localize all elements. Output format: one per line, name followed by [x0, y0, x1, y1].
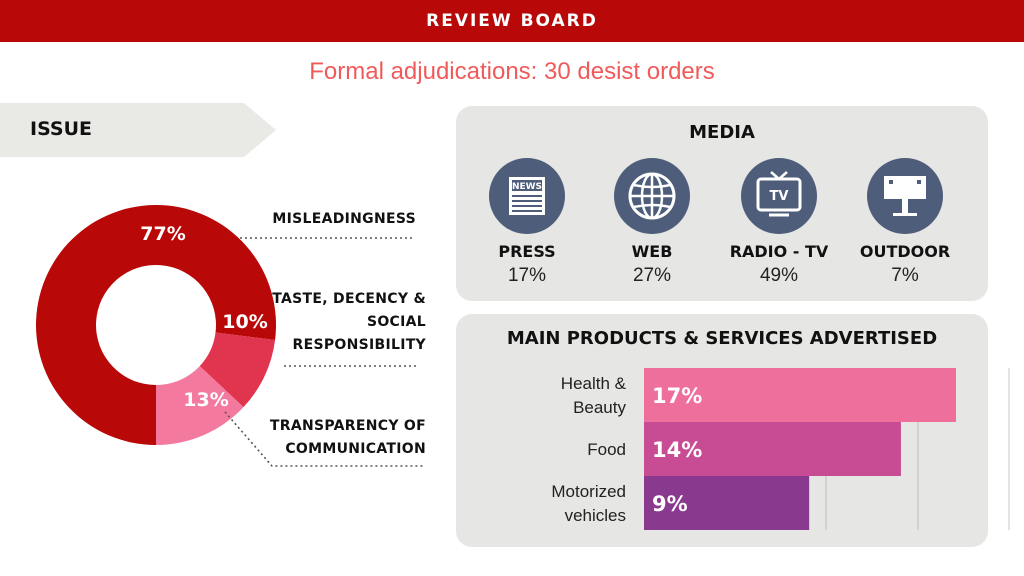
issue-tab-shape	[0, 103, 276, 157]
bar-data-label: 9%	[652, 492, 688, 516]
newspaper-icon-text: NEWS	[512, 182, 542, 192]
newspaper-icon: NEWS	[489, 158, 565, 234]
bar-data-label: 17%	[652, 384, 702, 408]
media-item-press: NEWS PRESS 17%	[467, 158, 587, 287]
bar-category-label: vehicles	[565, 506, 626, 525]
media-pct-web: 27%	[632, 265, 672, 286]
issue-label-misleadingness: MISLEADINGNESS	[250, 208, 416, 231]
media-item-radio-tv: TV RADIO - TV 49%	[719, 158, 839, 287]
issue-label-line: MISLEADINGNESS	[272, 211, 416, 227]
bar	[644, 368, 956, 422]
media-item-web: WEB 27%	[592, 158, 712, 287]
bar-category-label: Beauty	[573, 398, 626, 417]
issue-label-line: COMMUNICATION	[285, 441, 426, 457]
products-title: MAIN PRODUCTS & SERVICES ADVERTISED	[506, 328, 938, 349]
header-title: REVIEW BOARD	[426, 11, 598, 31]
divider	[1008, 368, 1010, 530]
bar-category-label: Food	[587, 440, 626, 459]
donut-slice	[36, 205, 276, 445]
bar-data-label: 14%	[652, 438, 702, 462]
donut-data-label: 10%	[222, 311, 267, 333]
issue-donut-chart: 77% 10% 13%	[36, 205, 276, 445]
media-pct-outdoor: 7%	[891, 265, 919, 286]
billboard-icon	[867, 158, 943, 234]
issue-label-line: SOCIAL	[366, 314, 426, 330]
media-name-radio-tv: RADIO - TV	[729, 242, 829, 261]
media-pct-press: 17%	[507, 265, 547, 286]
media-item-outdoor: OUTDOOR 7%	[845, 158, 965, 287]
issue-label-line: TASTE, DECENCY &	[272, 291, 426, 307]
bar	[644, 476, 810, 530]
globe-icon	[614, 158, 690, 234]
issue-label: ISSUE	[30, 118, 92, 140]
media-name-outdoor: OUTDOOR	[859, 242, 951, 261]
donut-slice	[156, 366, 244, 445]
tv-icon-text: TV	[770, 189, 789, 204]
bar-category-label: Motorized	[551, 482, 626, 501]
donut-data-label: 13%	[183, 389, 228, 411]
media-name-press: PRESS	[498, 242, 556, 261]
media-pct-radio-tv: 49%	[759, 265, 799, 286]
page-subtitle: Formal adjudications: 30 desist orders	[309, 58, 715, 85]
donut-slice	[199, 332, 276, 408]
donut-data-label: 77%	[140, 223, 185, 245]
media-title: MEDIA	[689, 122, 755, 143]
issue-tab	[0, 103, 276, 157]
tv-icon: TV	[741, 158, 817, 234]
issue-label-transparency: TRANSPARENCY OF COMMUNICATION	[250, 415, 426, 461]
bar	[644, 422, 901, 476]
issue-label-taste-decency: TASTE, DECENCY & SOCIAL RESPONSIBILITY	[250, 288, 426, 357]
products-bar-chart: 17% Health & Beauty 14% Food 9% Motorized vehic…	[551, 368, 956, 530]
bar-category-label: Health &	[561, 374, 627, 393]
header-bar: REVIEW BOARD	[0, 0, 1024, 42]
issue-label-line: RESPONSIBILITY	[292, 337, 426, 353]
media-name-web: WEB	[631, 242, 673, 261]
issue-label-line: TRANSPARENCY OF	[269, 418, 426, 434]
